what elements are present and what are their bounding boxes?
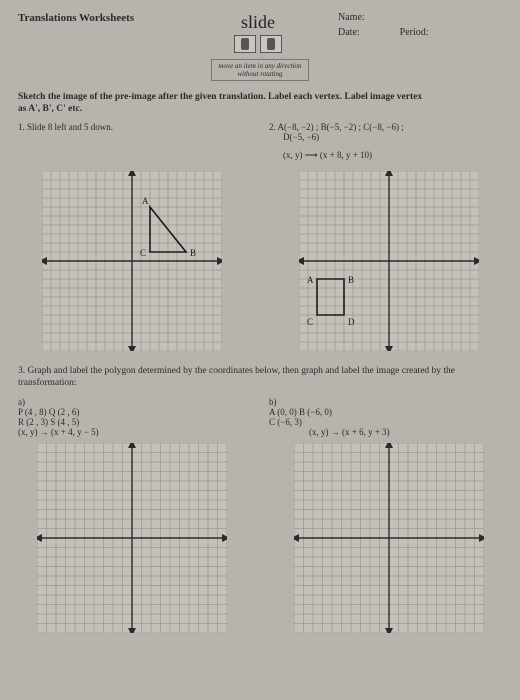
svg-text:A: A <box>142 196 149 206</box>
worksheet-title: Translations Worksheets <box>18 12 198 24</box>
problem-3b-text: b) A (0, 0) B (−6, 0) C (−6, 3) (x, y) →… <box>269 397 502 437</box>
name-field-label: Name: <box>338 12 502 23</box>
problem-1-grid: A B C <box>42 171 222 351</box>
slide-caption: move an item in any direction without ro… <box>211 59 308 81</box>
svg-text:B: B <box>348 275 354 285</box>
problem-3a-grid <box>37 443 227 633</box>
problem-3b-grid <box>294 443 484 633</box>
svg-text:A: A <box>307 275 314 285</box>
date-field-label: Date: <box>338 27 360 38</box>
svg-text:B: B <box>190 248 196 258</box>
section-3-instructions: 3. Graph and label the polygon determine… <box>18 365 502 390</box>
slide-label: slide <box>198 12 318 33</box>
problem-1-text: 1. Slide 8 left and 5 down. <box>18 122 251 161</box>
problem-2-text: 2. A(−8, −2) ; B(−5, −2) ; C(−8, −6) ; D… <box>269 122 502 161</box>
main-instructions: Sketch the image of the pre-image after … <box>18 91 502 116</box>
svg-text:C: C <box>307 317 313 327</box>
problem-3a-text: a) P (4 , 8) Q (2 , 6) R (2 , 3) S (4 , … <box>18 397 251 437</box>
icon-after <box>260 35 282 53</box>
problem-2-grid: A B C D <box>299 171 479 351</box>
svg-text:D: D <box>348 317 355 327</box>
svg-text:C: C <box>140 248 146 258</box>
period-field-label: Period: <box>400 27 429 38</box>
slide-icons <box>198 35 318 53</box>
icon-before <box>234 35 256 53</box>
